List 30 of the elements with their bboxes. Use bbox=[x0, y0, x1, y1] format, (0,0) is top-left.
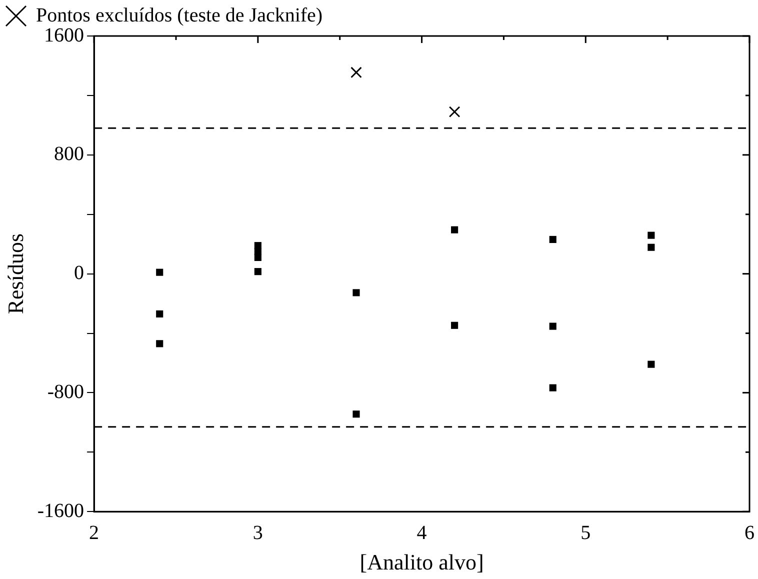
point bbox=[648, 360, 655, 368]
x-tick-label: 4 bbox=[416, 522, 427, 544]
x-axis-title: [Analito alvo] bbox=[360, 550, 484, 575]
x-tick-label: 6 bbox=[744, 522, 754, 544]
point bbox=[352, 289, 360, 296]
y-tick-label: -1600 bbox=[37, 500, 84, 522]
legend-label: Pontos excluídos (teste de Jacknife) bbox=[36, 4, 323, 26]
y-axis-title: Resíduos bbox=[2, 233, 28, 314]
point bbox=[451, 226, 458, 234]
point bbox=[350, 66, 362, 78]
point bbox=[156, 268, 164, 276]
point bbox=[648, 244, 655, 251]
point bbox=[448, 106, 460, 118]
point bbox=[156, 340, 164, 348]
point bbox=[549, 236, 556, 244]
x-tick-label: 5 bbox=[580, 522, 591, 544]
y-tick-label: -800 bbox=[47, 380, 84, 403]
point bbox=[156, 310, 164, 318]
y-tick-label: 1600 bbox=[44, 24, 84, 46]
point bbox=[254, 268, 262, 276]
point bbox=[451, 322, 458, 329]
x-tick-label: 2 bbox=[89, 522, 100, 544]
point bbox=[648, 232, 655, 239]
y-tick-label: 800 bbox=[54, 143, 84, 166]
x-tick-label: 3 bbox=[252, 522, 263, 544]
y-tick-label: 0 bbox=[74, 262, 84, 284]
point bbox=[549, 322, 556, 330]
point bbox=[549, 384, 556, 392]
point bbox=[254, 254, 262, 261]
point bbox=[352, 410, 360, 418]
